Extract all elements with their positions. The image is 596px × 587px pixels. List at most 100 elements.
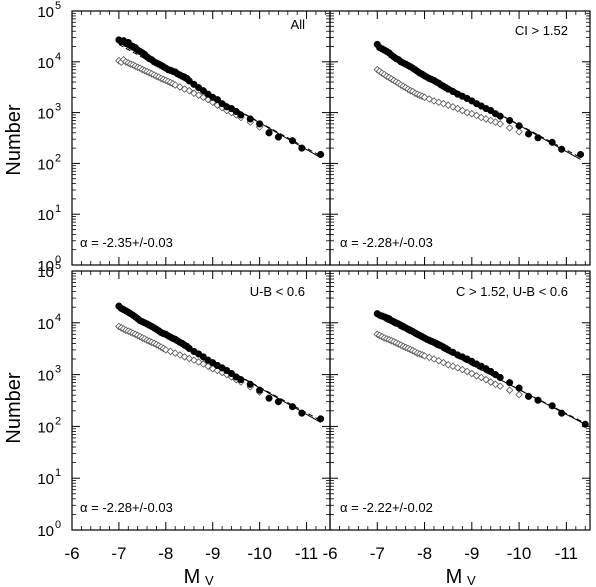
svg-text:M: M [184, 566, 201, 587]
data-point-filled [256, 386, 264, 394]
y-tick-label: 10 [37, 4, 54, 21]
data-point-filled [288, 137, 297, 145]
alpha-label: α = -2.28+/-0.03 [80, 500, 173, 515]
x-tick-label: -10 [507, 544, 532, 563]
x-tick-label: -10 [247, 544, 272, 563]
data-point-filled [288, 403, 297, 411]
data-point-filled [213, 96, 221, 104]
y-tick-label: 10 [37, 471, 54, 488]
x-tick-label: -9 [464, 544, 479, 563]
data-point-filled [558, 145, 566, 153]
data-point-open [468, 369, 476, 378]
data-point-filled [534, 134, 542, 142]
data-point-filled [246, 115, 254, 123]
svg-text:V: V [205, 573, 214, 587]
alpha-label: α = -2.35+/-0.03 [80, 235, 173, 250]
data-point-filled [506, 116, 514, 125]
x-tick-label: -9 [205, 544, 220, 563]
data-point-open [482, 375, 490, 384]
y-tick-exponent: 0 [55, 519, 61, 531]
data-point-filled [298, 409, 306, 417]
data-point-open [505, 386, 514, 394]
y-tick-label: 10 [37, 55, 54, 72]
x-tick-label: -6 [64, 544, 79, 563]
x-tick-label: -7 [111, 544, 126, 563]
plot-frame [329, 10, 591, 266]
data-point-filled [524, 392, 533, 400]
y-tick-label: 10 [37, 368, 54, 385]
data-point-filled [256, 120, 264, 128]
data-point-open [486, 116, 495, 125]
data-point-filled [581, 420, 589, 428]
data-point-filled [515, 384, 523, 392]
data-point-filled [548, 402, 556, 410]
data-point-filled [298, 144, 306, 152]
data-point-filled [515, 122, 523, 130]
data-point-open [505, 124, 514, 132]
data-point-open [449, 103, 457, 111]
y-tick-exponent: 3 [55, 364, 61, 376]
data-point-open [453, 104, 462, 113]
svg-text:M: M [446, 566, 463, 587]
y-tick-label: 10 [37, 264, 54, 281]
x-tick-label: -6 [322, 544, 337, 563]
y-tick-label: 10 [37, 316, 54, 333]
panel-ub: U-B < 0.6 α = -2.28+/-0.03 10 010 110 210 31… [37, 260, 331, 563]
y-axis-title-top: Number [3, 104, 25, 175]
data-point-open [515, 390, 523, 399]
data-point-open [180, 85, 189, 93]
data-point-filled [237, 111, 245, 119]
panel-label: U-B < 0.6 [250, 284, 305, 299]
data-point-filled [558, 409, 566, 417]
y-tick-label: 10 [37, 106, 54, 123]
plot-frame [71, 270, 331, 531]
data-point-filled [265, 394, 273, 402]
data-point-open [496, 382, 504, 390]
x-tick-label: -7 [370, 544, 385, 563]
data-point-open [185, 86, 194, 95]
y-tick-label: 10 [37, 207, 54, 224]
data-point-filled [496, 373, 504, 382]
alpha-label: α = -2.22+/-0.02 [340, 500, 433, 515]
data-point-filled [274, 398, 282, 406]
data-point-open [482, 115, 490, 123]
panel-label: C > 1.52, U-B < 0.6 [456, 284, 568, 299]
y-tick-exponent: 1 [55, 467, 61, 479]
y-tick-exponent: 1 [55, 203, 61, 215]
data-point-filled [506, 379, 514, 387]
y-tick-label: 10 [37, 523, 54, 540]
alpha-label: α = -2.28+/-0.03 [340, 235, 433, 250]
data-point-open [194, 91, 203, 99]
data-point-open [463, 108, 471, 117]
panel-ci: CI > 1.52 α = -2.28+/-0.03 [329, 10, 591, 266]
data-point-filled [524, 130, 533, 138]
x-tick-label: -8 [158, 544, 173, 563]
data-point-filled [237, 376, 245, 384]
x-tick-label: -11 [555, 544, 578, 563]
data-point-filled [246, 380, 254, 388]
data-point-filled [274, 133, 282, 141]
data-point-open [204, 362, 212, 371]
data-point-open [486, 378, 495, 386]
data-point-open [515, 127, 523, 136]
x-axis-title-right: M V [446, 566, 476, 587]
data-point-open [496, 120, 504, 128]
x-axis-title-left: M V [184, 566, 214, 587]
data-point-open [194, 358, 203, 366]
data-point-filled [199, 87, 207, 95]
data-point-filled [576, 150, 585, 159]
x-tick-label: -8 [417, 544, 432, 563]
y-tick-exponent: 2 [55, 415, 61, 427]
svg-text:V: V [467, 573, 476, 587]
data-point-filled [548, 138, 556, 146]
y-tick-exponent: 4 [55, 312, 61, 324]
y-tick-label: 10 [37, 156, 54, 173]
data-point-filled [496, 112, 504, 120]
y-tick-exponent: 2 [55, 152, 61, 164]
data-point-filled [534, 396, 542, 404]
panel-label: All [291, 17, 306, 32]
panel-label: CI > 1.52 [515, 23, 568, 38]
data-point-filled [265, 129, 273, 137]
